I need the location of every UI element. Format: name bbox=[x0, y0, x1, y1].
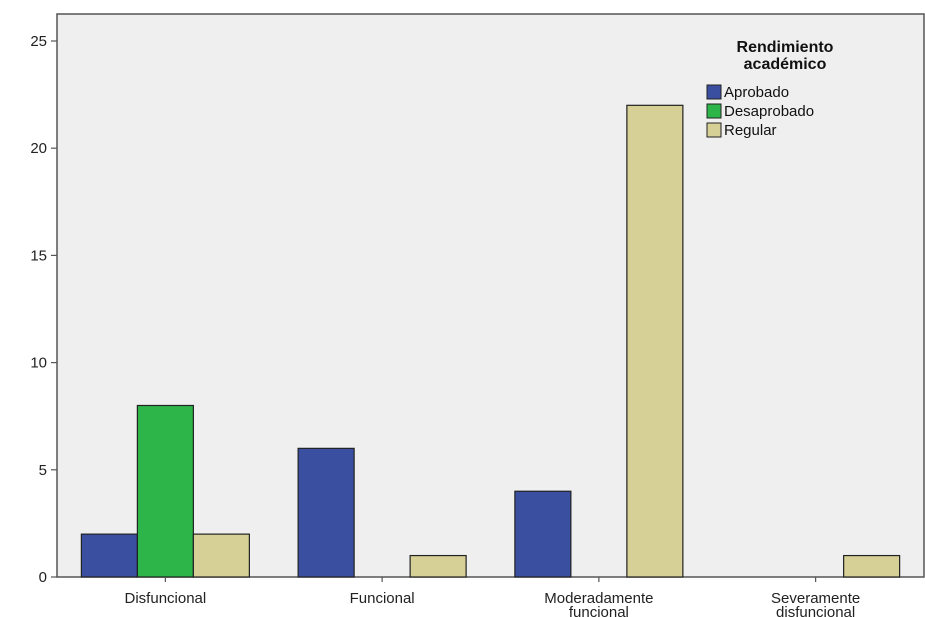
bar-regular-1 bbox=[409, 554, 467, 578]
legend-title: académico bbox=[744, 56, 827, 73]
y-tick-label: 10 bbox=[30, 355, 47, 372]
bar-aprobado-1 bbox=[297, 447, 355, 578]
y-axis: 0 5 10 15 20 25 bbox=[30, 33, 57, 586]
x-category-label: Funcional bbox=[350, 590, 415, 607]
legend-label-aprobado: Aprobado bbox=[724, 84, 789, 101]
x-category-label: Severamente disfuncional bbox=[771, 590, 860, 617]
x-category-label: Moderadamente funcional bbox=[544, 590, 653, 617]
x-category-label-line: Disfuncional bbox=[125, 590, 207, 607]
bar-regular-0 bbox=[192, 533, 250, 578]
plot-area bbox=[56, 13, 925, 578]
bar-aprobado-0 bbox=[80, 533, 138, 578]
x-category-label-line: funcional bbox=[569, 604, 629, 617]
legend-swatch-regular bbox=[706, 122, 722, 138]
x-category-label-line: Moderadamente bbox=[544, 590, 653, 607]
x-category-label: Disfuncional bbox=[125, 590, 207, 607]
legend-swatch-aprobado bbox=[706, 84, 722, 100]
x-category-label-line: Funcional bbox=[350, 590, 415, 607]
x-axis: Disfuncional Funcional Moderadamente funcio… bbox=[125, 577, 860, 617]
y-tick-label: 5 bbox=[39, 462, 47, 479]
bar-aprobado-2 bbox=[514, 490, 572, 578]
y-tick-label: 20 bbox=[30, 140, 47, 157]
legend-label-regular: Regular bbox=[724, 122, 777, 139]
x-category-label-line: disfuncional bbox=[776, 604, 855, 617]
bars bbox=[80, 104, 901, 578]
y-tick-label: 25 bbox=[30, 33, 47, 50]
legend-title: Rendimiento bbox=[737, 39, 834, 56]
bar-desaprobado-0 bbox=[136, 404, 194, 578]
legend-label-desaprobado: Desaprobado bbox=[724, 103, 814, 120]
x-category-label-line: Severamente bbox=[771, 590, 860, 607]
bar-regular-2 bbox=[626, 104, 684, 578]
y-tick-label: 0 bbox=[39, 569, 47, 586]
legend-swatch-desaprobado bbox=[706, 103, 722, 119]
bar-regular-3 bbox=[843, 554, 901, 578]
y-tick-label: 15 bbox=[30, 247, 47, 264]
